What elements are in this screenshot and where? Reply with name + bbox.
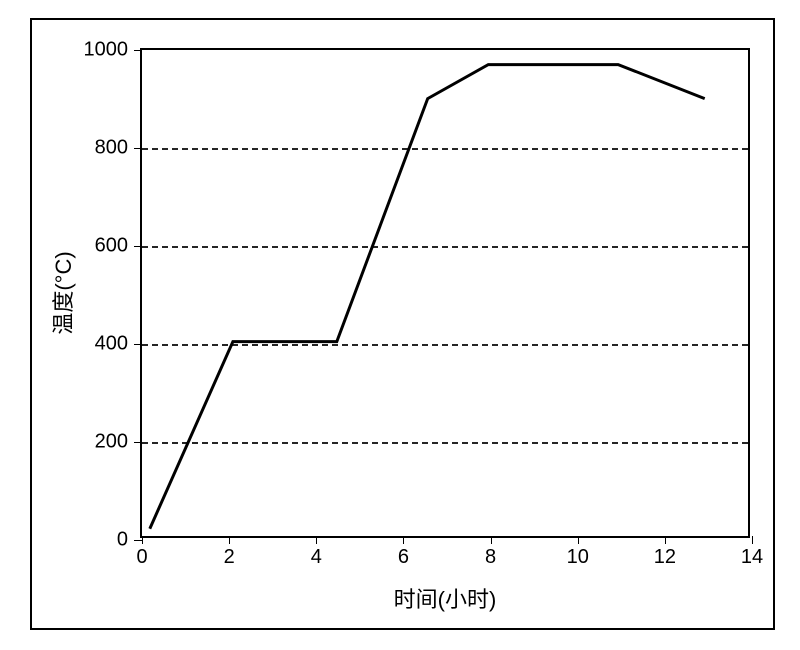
x-tick-label: 4 (311, 546, 322, 569)
y-tick-label: 600 (95, 235, 128, 258)
y-tick-label: 400 (95, 333, 128, 356)
y-tick (134, 148, 142, 149)
x-tick-label: 14 (741, 546, 763, 569)
x-axis-label: 时间(小时) (394, 582, 497, 614)
x-tick (491, 536, 492, 544)
x-tick (752, 536, 753, 544)
x-tick-label: 8 (485, 546, 496, 569)
x-tick (403, 536, 404, 544)
y-tick (134, 442, 142, 443)
x-tick (665, 536, 666, 544)
gridline (142, 344, 748, 346)
line-series (142, 50, 748, 536)
x-tick (316, 536, 317, 544)
gridline (142, 148, 748, 150)
x-tick-label: 0 (136, 546, 147, 569)
y-tick-label: 200 (95, 431, 128, 454)
x-tick-label: 6 (398, 546, 409, 569)
chart-container: 0200400600800100002468101214 温度(°C) 时间(小… (0, 0, 800, 650)
x-tick (578, 536, 579, 544)
x-tick-label: 12 (654, 546, 676, 569)
x-tick-label: 2 (224, 546, 235, 569)
y-tick (134, 246, 142, 247)
x-tick-label: 10 (567, 546, 589, 569)
y-tick-label: 0 (117, 529, 128, 552)
x-tick (229, 536, 230, 544)
x-tick (142, 536, 143, 544)
y-tick-label: 1000 (84, 39, 129, 62)
gridline (142, 442, 748, 444)
y-tick (134, 50, 142, 51)
y-axis-label: 温度(°C) (46, 251, 78, 334)
y-tick (134, 344, 142, 345)
gridline (142, 246, 748, 248)
y-tick-label: 800 (95, 137, 128, 160)
y-tick (134, 540, 142, 541)
plot-area: 0200400600800100002468101214 (140, 48, 750, 538)
